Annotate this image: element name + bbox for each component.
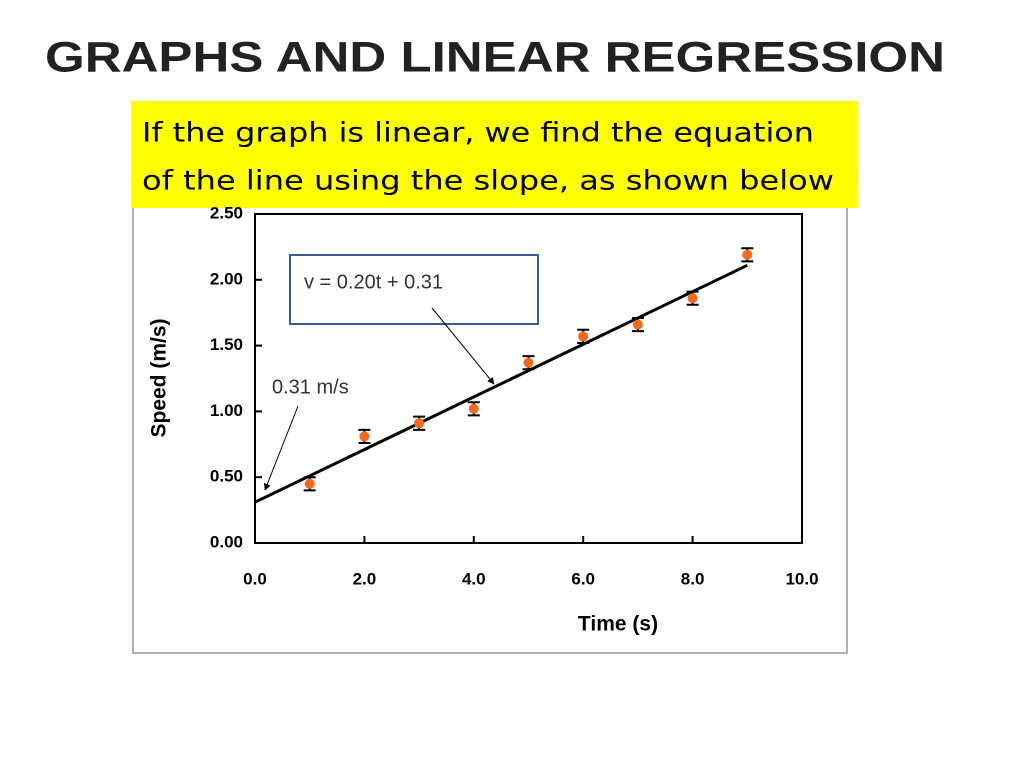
x-tick-label: 10.0 bbox=[785, 569, 818, 588]
x-axis-label: Time (s) bbox=[578, 613, 658, 636]
data-point bbox=[687, 293, 698, 304]
data-point bbox=[632, 319, 643, 330]
arrow bbox=[264, 405, 299, 491]
data-point bbox=[304, 478, 315, 489]
x-tick-label: 8.0 bbox=[681, 569, 705, 588]
data-point bbox=[359, 431, 370, 442]
y-tick-label: 0.00 bbox=[210, 532, 243, 551]
x-tick-label: 4.0 bbox=[462, 569, 486, 588]
y-tick-label: 2.50 bbox=[210, 203, 243, 222]
equation-box bbox=[289, 254, 539, 325]
slide-title: GRAPHS AND LINEAR REGRESSION bbox=[45, 33, 945, 81]
data-point bbox=[578, 331, 589, 342]
trend-line bbox=[254, 263, 748, 504]
x-tick-label: 2.0 bbox=[353, 569, 377, 588]
x-tick-label: 6.0 bbox=[571, 569, 595, 588]
y-tick-label: 1.50 bbox=[210, 335, 243, 354]
callout-line: If the graph is linear, we find the equa… bbox=[142, 118, 814, 149]
callout-line: of the line using the slope, as shown be… bbox=[142, 166, 834, 197]
equation: v = 0.20t + 0.31 bbox=[304, 271, 443, 293]
x-tick-label: 0.0 bbox=[243, 569, 267, 588]
y-tick-label: 0.50 bbox=[210, 467, 243, 486]
intercept-label: 0.31 m/s bbox=[272, 376, 349, 398]
marks bbox=[254, 213, 803, 544]
y-axis-label: Speed (m/s) bbox=[148, 318, 171, 437]
callout-box bbox=[131, 101, 858, 208]
data-point bbox=[468, 403, 479, 414]
y-tick-label: 1.00 bbox=[210, 401, 243, 420]
y-tick-label: 2.00 bbox=[210, 269, 243, 288]
data-point bbox=[742, 249, 753, 260]
data-point bbox=[414, 418, 425, 429]
arrow bbox=[431, 307, 495, 385]
data-point bbox=[523, 357, 534, 368]
